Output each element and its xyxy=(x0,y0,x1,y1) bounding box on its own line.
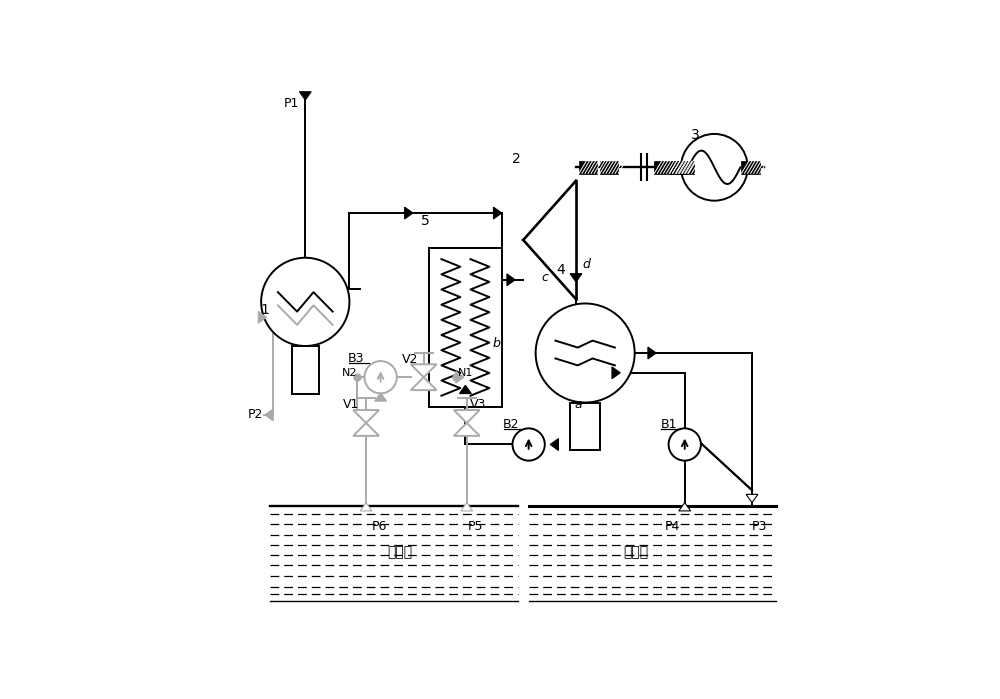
Circle shape xyxy=(261,258,349,346)
Polygon shape xyxy=(411,364,437,377)
Text: P1: P1 xyxy=(284,97,300,110)
Polygon shape xyxy=(459,385,471,394)
Text: 温海水: 温海水 xyxy=(387,545,412,559)
Text: 2: 2 xyxy=(512,152,521,166)
Text: P4: P4 xyxy=(665,520,681,533)
Text: V2: V2 xyxy=(402,353,418,366)
Circle shape xyxy=(681,134,748,201)
Text: a: a xyxy=(575,398,583,410)
Text: V1: V1 xyxy=(343,398,359,411)
Bar xyxy=(292,346,319,394)
Polygon shape xyxy=(405,207,413,219)
Polygon shape xyxy=(493,207,502,219)
Polygon shape xyxy=(507,274,515,286)
Text: 3: 3 xyxy=(691,128,700,142)
Bar xyxy=(741,161,760,174)
Bar xyxy=(579,161,597,174)
Bar xyxy=(570,403,600,450)
Polygon shape xyxy=(265,409,273,421)
Text: c: c xyxy=(541,271,548,284)
Circle shape xyxy=(669,428,701,461)
Polygon shape xyxy=(648,347,656,359)
Polygon shape xyxy=(461,503,473,511)
Polygon shape xyxy=(612,367,620,379)
Polygon shape xyxy=(411,377,437,390)
Text: b: b xyxy=(492,337,500,350)
Text: d: d xyxy=(582,258,590,271)
Text: 1: 1 xyxy=(260,303,269,317)
Polygon shape xyxy=(746,494,758,503)
Polygon shape xyxy=(258,311,267,323)
Polygon shape xyxy=(679,503,691,511)
Text: P6: P6 xyxy=(372,520,387,533)
Text: 4: 4 xyxy=(557,263,565,277)
Polygon shape xyxy=(360,503,372,511)
Polygon shape xyxy=(550,438,558,450)
Text: B1: B1 xyxy=(660,418,677,431)
Bar xyxy=(676,161,694,174)
Polygon shape xyxy=(570,274,582,282)
Polygon shape xyxy=(454,423,480,436)
Circle shape xyxy=(536,303,635,403)
Circle shape xyxy=(512,428,545,461)
Bar xyxy=(600,161,618,174)
Text: P3: P3 xyxy=(751,520,767,533)
Polygon shape xyxy=(353,423,379,436)
Text: 冷海水: 冷海水 xyxy=(624,545,649,559)
Polygon shape xyxy=(375,393,387,401)
Text: 5: 5 xyxy=(421,214,430,228)
Text: B3: B3 xyxy=(348,352,365,365)
Polygon shape xyxy=(299,92,311,100)
Bar xyxy=(669,161,687,174)
Text: P2: P2 xyxy=(248,408,263,421)
Bar xyxy=(654,161,672,174)
Polygon shape xyxy=(456,371,464,383)
Text: N2: N2 xyxy=(342,368,358,378)
Text: P5: P5 xyxy=(468,520,484,533)
Polygon shape xyxy=(454,410,480,423)
Text: V3: V3 xyxy=(470,398,487,411)
Text: N1: N1 xyxy=(458,368,473,378)
Bar xyxy=(429,248,502,407)
Circle shape xyxy=(364,361,397,394)
Polygon shape xyxy=(353,410,379,423)
Text: B2: B2 xyxy=(503,418,520,431)
